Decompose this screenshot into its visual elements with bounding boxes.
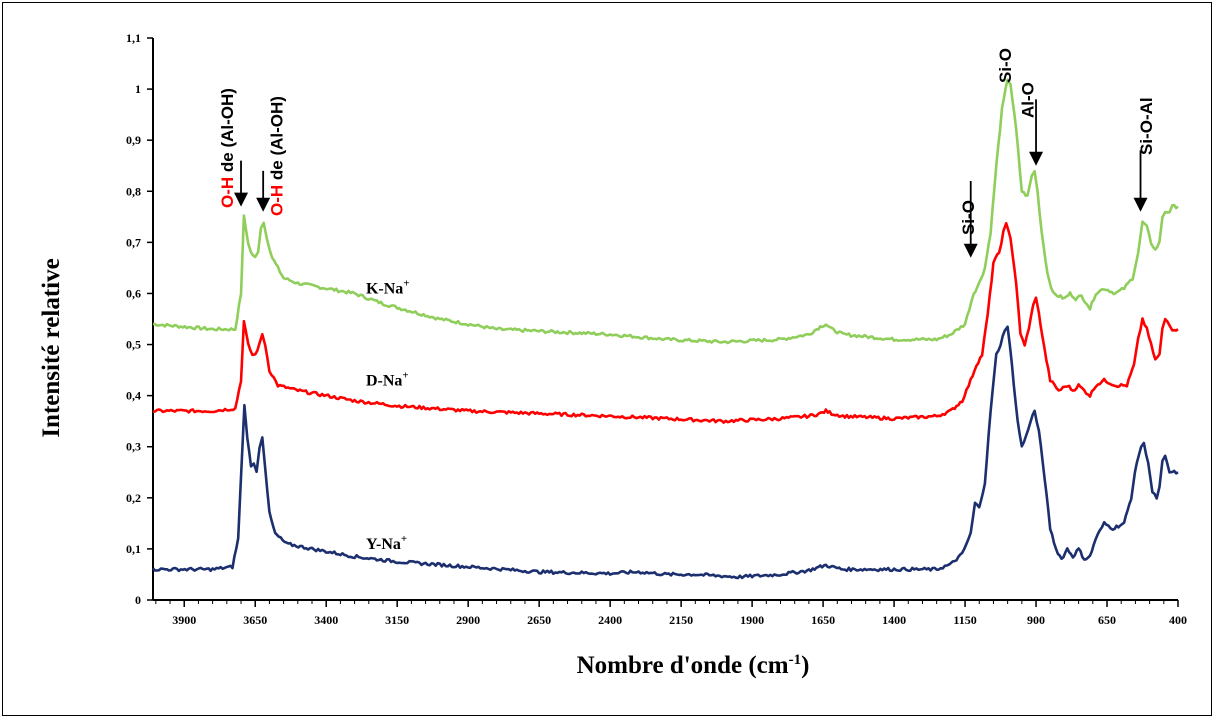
y-tick-label: 0,1: [126, 542, 141, 556]
annotation-label: Si-O-Al: [1137, 97, 1156, 155]
x-tick-label: 2900: [456, 613, 480, 627]
x-axis-title: Nombre d'onde (cm-1): [577, 652, 810, 679]
y-tick-label: 0: [135, 593, 141, 607]
annotation-oh-2: O-H de (Al-OH): [256, 96, 287, 216]
annotation-arrow-head: [963, 243, 978, 258]
x-tick-label: 2150: [669, 613, 693, 627]
x-tick-label: 400: [1169, 613, 1187, 627]
x-tick-label: 1150: [953, 613, 976, 627]
y-tick-label: 0,8: [126, 184, 141, 198]
x-tick-label: 2400: [598, 613, 622, 627]
annotation-arrow-head: [1133, 197, 1148, 212]
annotation-oh-1: O-H de (Al-OH): [218, 88, 249, 208]
x-tick-label: 3150: [385, 613, 409, 627]
x-tick-label: 3400: [314, 613, 338, 627]
y-tick-label: 0,7: [126, 235, 141, 249]
ftir-spectrum-chart: 0 0,1 0,2 0,3 0,4 0,5 0,6 0,7 0,8 0,9 1 1,1 3900 3650…: [38, 31, 1187, 679]
y-tick-label: 0,3: [126, 440, 141, 454]
series-labels: K-Na+ D-Na+ Y-Na+: [366, 277, 410, 552]
x-tick-label: 650: [1098, 613, 1116, 627]
annotations: O-H de (Al-OH)O-H de (Al-OH)Si-OSi-OAl-O…: [218, 48, 1156, 258]
y-tick-label: 1: [135, 82, 141, 96]
y-tick-label: 0,4: [126, 389, 141, 403]
x-tick-label: 3650: [243, 613, 267, 627]
series-line-d-na: [153, 221, 1179, 424]
series-line-k-na: [153, 78, 1179, 345]
series-label-y-na: Y-Na+: [366, 533, 407, 553]
y-tick-label: 0,2: [126, 491, 141, 505]
y-tick-label: 0,9: [126, 133, 141, 147]
x-tick-label: 1900: [740, 613, 764, 627]
x-tick-label: 1400: [882, 613, 906, 627]
annotation-label: O-H de (Al-OH): [218, 88, 237, 208]
series-label-k-na: K-Na+: [366, 277, 410, 297]
x-tick-label: 2650: [527, 613, 551, 627]
y-tick-label: 0,6: [126, 286, 141, 300]
y-tick-label: 0,5: [126, 338, 141, 352]
annotation-arrow-head: [234, 192, 249, 207]
axes: [152, 38, 1178, 601]
annotation-si-o-top: Si-O: [996, 48, 1015, 83]
ticks: 0 0,1 0,2 0,3 0,4 0,5 0,6 0,7 0,8 0,9 1 1,1 3900 3650…: [126, 31, 1187, 627]
annotation-label: Si-O: [996, 48, 1015, 83]
annotation-arrow-head: [256, 197, 271, 212]
series-lines: [152, 78, 1179, 580]
x-tick-label: 1650: [811, 613, 835, 627]
series-label-d-na: D-Na+: [366, 369, 409, 389]
annotation-si-o-left: Si-O: [959, 181, 978, 258]
annotation-label: Al-O: [1019, 82, 1038, 118]
x-tick-label: 3900: [172, 613, 196, 627]
annotation-al-o: Al-O: [1019, 82, 1044, 166]
x-tick-label: 900: [1027, 613, 1045, 627]
annotation-label: O-H de (Al-OH): [268, 96, 287, 216]
series-line-y-na: [152, 325, 1179, 580]
y-axis-title: Intensité relative: [38, 258, 65, 437]
annotation-label: Si-O: [959, 200, 978, 235]
annotation-si-o-al: Si-O-Al: [1133, 97, 1156, 212]
annotation-arrow-head: [1029, 151, 1044, 166]
y-tick-label: 1,1: [126, 31, 141, 45]
